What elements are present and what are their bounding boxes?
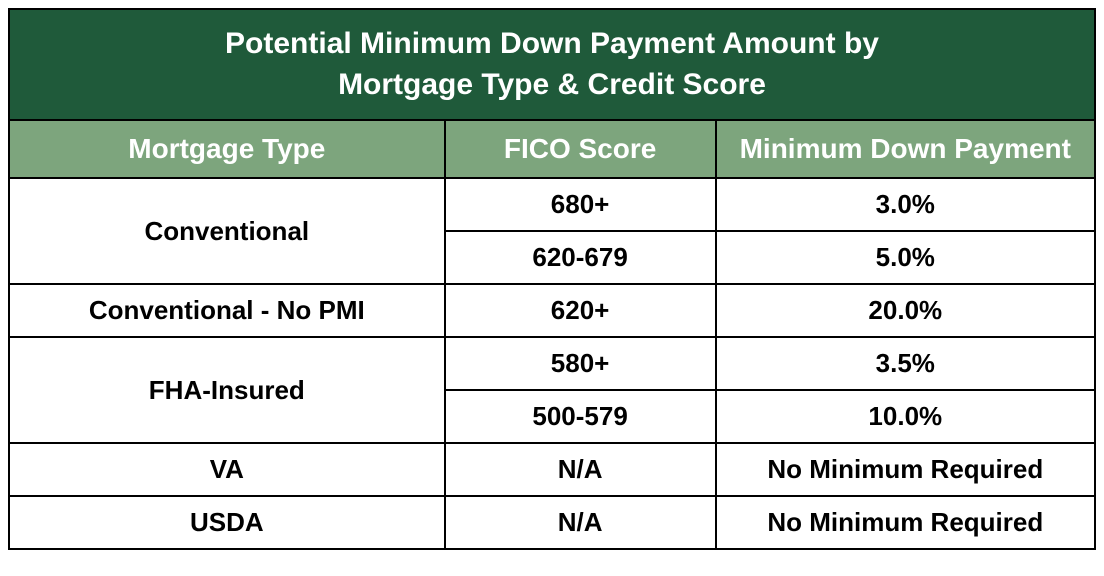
mortgage-type-cell: Conventional - No PMI [10,285,444,336]
mortgage-type-cell: Conventional [10,179,444,283]
fico-score-cell: N/A [446,497,715,548]
down-payment-table: Potential Minimum Down Payment Amount by… [8,8,1096,550]
fico-score-cell: 500-579 [446,389,715,442]
col-header-fico-score: FICO Score [444,119,715,179]
table-row: FHA-Insured580+500-5793.5%10.0% [10,336,1094,442]
col-header-mortgage-type: Mortgage Type [10,119,444,179]
fico-score-cell: 620+ [446,285,715,336]
table-header-row: Mortgage Type FICO Score Minimum Down Pa… [10,119,1094,179]
col-header-min-down: Minimum Down Payment [715,119,1094,179]
table-row: VAN/ANo Minimum Required [10,442,1094,495]
table-row: USDAN/ANo Minimum Required [10,495,1094,548]
table-row: Conventional - No PMI620+20.0% [10,283,1094,336]
table-body: Conventional680+620-6793.0%5.0%Conventio… [10,179,1094,548]
fico-score-cell: 580+ [446,338,715,389]
min-down-cell: 20.0% [717,285,1094,336]
table-title: Potential Minimum Down Payment Amount by… [10,10,1094,119]
mortgage-type-cell: USDA [10,497,444,548]
mortgage-type-cell: VA [10,444,444,495]
min-down-cell: 3.5% [717,338,1094,389]
min-down-cell: 3.0% [717,179,1094,230]
min-down-cell: 10.0% [717,389,1094,442]
min-down-cell: 5.0% [717,230,1094,283]
min-down-cell: No Minimum Required [717,444,1094,495]
table-row: Conventional680+620-6793.0%5.0% [10,179,1094,283]
fico-score-cell: 620-679 [446,230,715,283]
mortgage-type-cell: FHA-Insured [10,338,444,442]
min-down-cell: No Minimum Required [717,497,1094,548]
fico-score-cell: N/A [446,444,715,495]
fico-score-cell: 680+ [446,179,715,230]
